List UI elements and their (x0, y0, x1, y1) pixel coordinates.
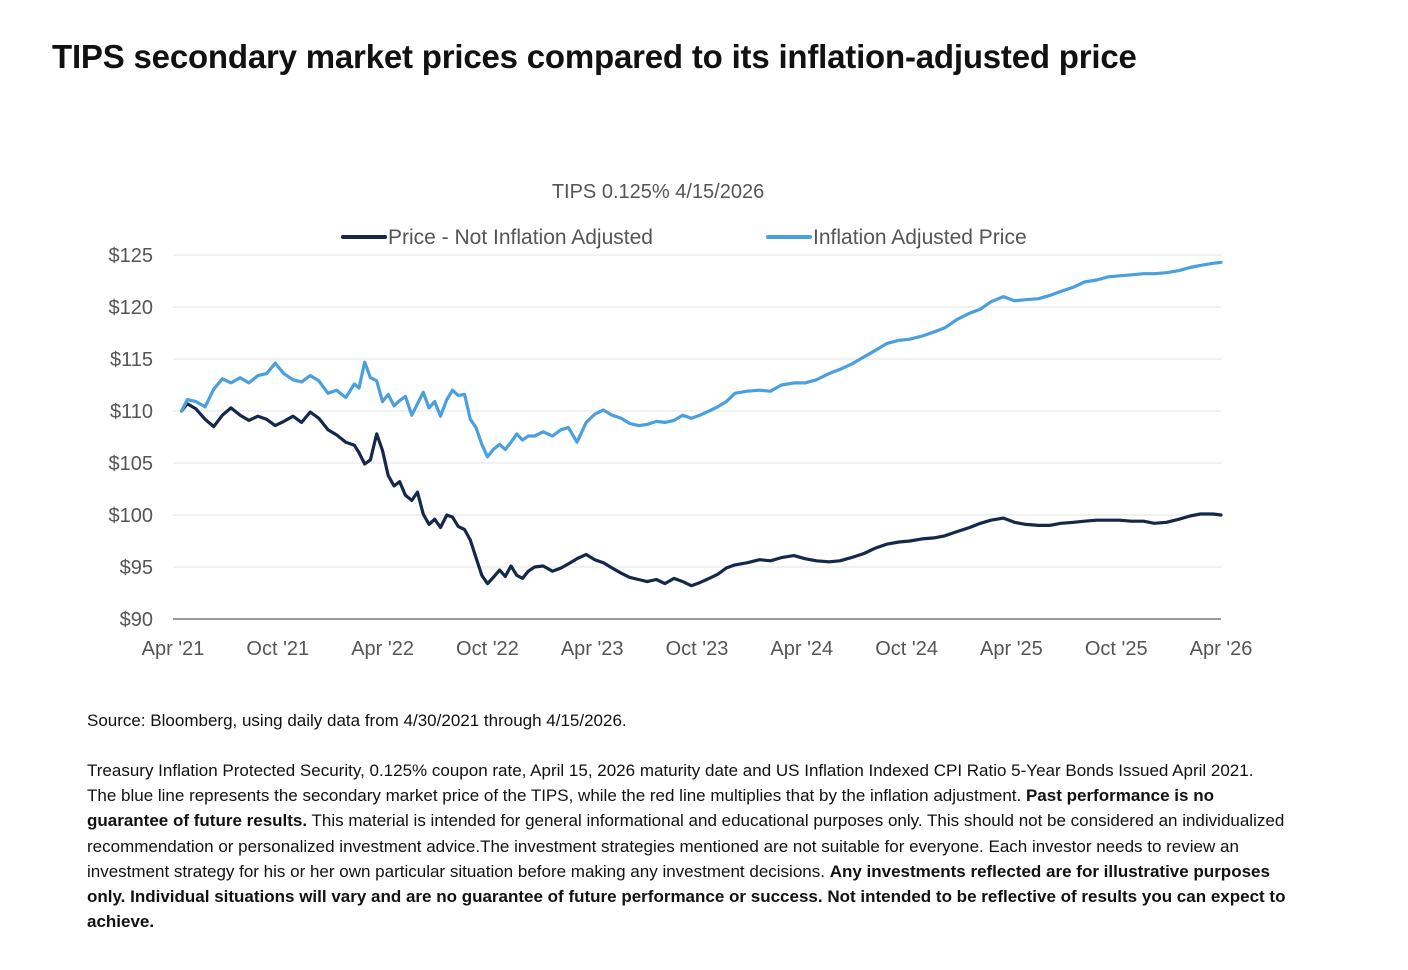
x-axis: Apr '21 Oct '21 Apr '22 Oct '22 Apr '23 Oct '… (142, 638, 1253, 660)
chart-legend: Price - Not Inflation Adjusted Inflation … (341, 226, 1027, 249)
x-tick-label: Apr '24 (770, 638, 833, 660)
series-line-price-not-inflation-adjusted (180, 402, 1223, 588)
y-tick-label: $115 (110, 349, 153, 371)
disclaimer-segment: Past performance is no guarantee of futu… (87, 786, 1214, 831)
disclaimer-segment: Treasury Inflation Protected Security, 0… (87, 761, 1254, 806)
y-axis: $90 $95 $100 $105 $110 $115 $120 $125 (109, 245, 154, 631)
disclaimer-text: Treasury Inflation Protected Security, 0… (87, 758, 1287, 934)
source-note: Source: Bloomberg, using daily data from… (87, 711, 627, 730)
chart-gridlines (173, 254, 1221, 620)
x-tick-label: Apr '26 (1190, 638, 1253, 660)
y-tick-label: $95 (120, 557, 153, 579)
disclaimer-segment: Any investments reflected are for illust… (87, 861, 1286, 932)
x-tick-label: Oct '25 (1085, 638, 1148, 660)
chart-title: TIPS 0.125% 4/15/2026 (552, 181, 764, 203)
series-line-inflation-adjusted-price (180, 260, 1223, 459)
y-tick-label: $105 (109, 453, 154, 475)
y-tick-label: $120 (109, 297, 154, 319)
legend-label: Price - Not Inflation Adjusted (388, 226, 653, 249)
x-tick-label: Oct '24 (875, 638, 938, 660)
legend-label: Inflation Adjusted Price (813, 226, 1027, 249)
x-tick-label: Apr '22 (351, 638, 414, 660)
page-title: TIPS secondary market prices compared to… (52, 38, 1137, 75)
y-tick-label: $100 (109, 505, 154, 527)
y-tick-label: $90 (120, 609, 153, 631)
x-tick-label: Apr '25 (980, 638, 1043, 660)
x-tick-label: Oct '21 (246, 638, 309, 660)
tips-price-chart: TIPS 0.125% 4/15/2026 Price - Not Inflat… (109, 181, 1253, 660)
disclaimer-segment: This material is intended for general in… (87, 811, 1285, 881)
chart-series (180, 260, 1223, 588)
x-tick-label: Apr '23 (561, 638, 624, 660)
x-tick-label: Oct '23 (666, 638, 729, 660)
x-tick-label: Apr '21 (142, 638, 205, 660)
y-tick-label: $125 (109, 245, 154, 267)
y-tick-label: $110 (110, 401, 153, 423)
x-tick-label: Oct '22 (456, 638, 519, 660)
